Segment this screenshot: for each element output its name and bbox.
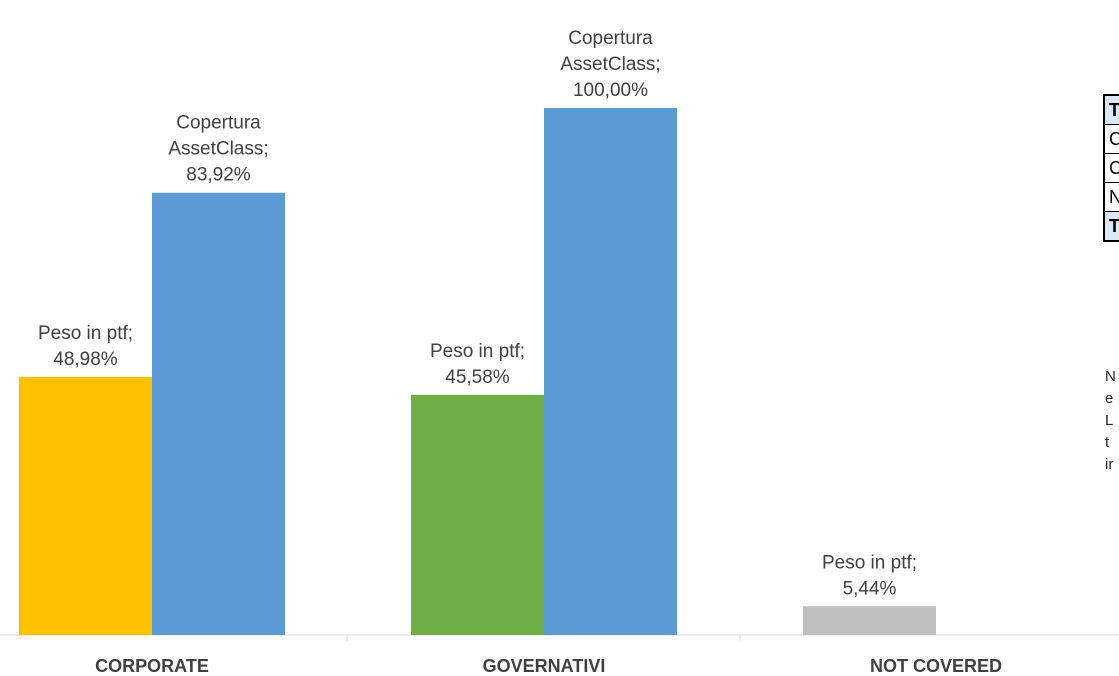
data-label-line: Peso in ptf; — [38, 323, 133, 344]
side-table-row: C — [1103, 124, 1119, 154]
data-label-line: 48,98% — [53, 349, 118, 370]
category-labels-group: CORPORATE GOVERNATIVI NOT COVERED — [95, 656, 1002, 676]
category-label: NOT COVERED — [870, 656, 1002, 676]
side-table-row: N — [1103, 182, 1119, 212]
data-label: Copertura AssetClass; 100,00% — [560, 28, 660, 101]
side-note-line: N — [1105, 368, 1116, 385]
side-table-row: T — [1103, 94, 1119, 125]
data-labels-group: Peso in ptf; 48,98% Copertura AssetClass; 83… — [38, 28, 917, 599]
side-table-cell: C — [1103, 153, 1119, 183]
data-label: Peso in ptf; 48,98% — [38, 323, 133, 370]
bars-group — [19, 108, 936, 636]
data-label: Copertura AssetClass; 83,92% — [168, 113, 268, 186]
side-table-cell: T — [1103, 211, 1119, 242]
bar-corporate-series-0 — [19, 376, 152, 635]
data-label: Peso in ptf; 45,58% — [430, 341, 525, 388]
data-label-line: Peso in ptf; — [430, 341, 525, 362]
data-label-line: Peso in ptf; — [822, 552, 917, 573]
data-label-line: Copertura — [176, 113, 261, 134]
data-label-line: 5,44% — [843, 578, 897, 599]
side-table: T C C N T — [1103, 94, 1119, 242]
side-table-row: C — [1103, 153, 1119, 183]
side-note-line: ir — [1105, 456, 1114, 473]
bar-governativi-series-0 — [411, 394, 544, 635]
side-note-line: e — [1105, 390, 1114, 407]
data-label: Peso in ptf; 5,44% — [822, 552, 917, 599]
side-table-cell: N — [1103, 182, 1119, 212]
category-label: GOVERNATIVI — [483, 656, 606, 676]
side-note-line: t — [1105, 434, 1110, 451]
data-label-line: AssetClass; — [168, 139, 268, 160]
side-note: N e L t ir — [1105, 366, 1119, 476]
category-label: CORPORATE — [95, 656, 209, 676]
side-table-row: T — [1103, 211, 1119, 242]
data-label-line: 100,00% — [573, 80, 648, 101]
bar-not-covered-series-0 — [803, 606, 936, 635]
data-label-line: 45,58% — [445, 367, 510, 388]
data-label-line: 83,92% — [186, 165, 251, 186]
bar-governativi-series-1 — [544, 108, 677, 635]
side-note-line: L — [1105, 412, 1114, 429]
bar-corporate-series-1 — [152, 192, 285, 636]
data-label-line: AssetClass; — [560, 54, 660, 75]
data-label-line: Copertura — [568, 28, 653, 49]
side-table-cell: C — [1103, 124, 1119, 154]
side-table-cell: T — [1103, 94, 1119, 125]
